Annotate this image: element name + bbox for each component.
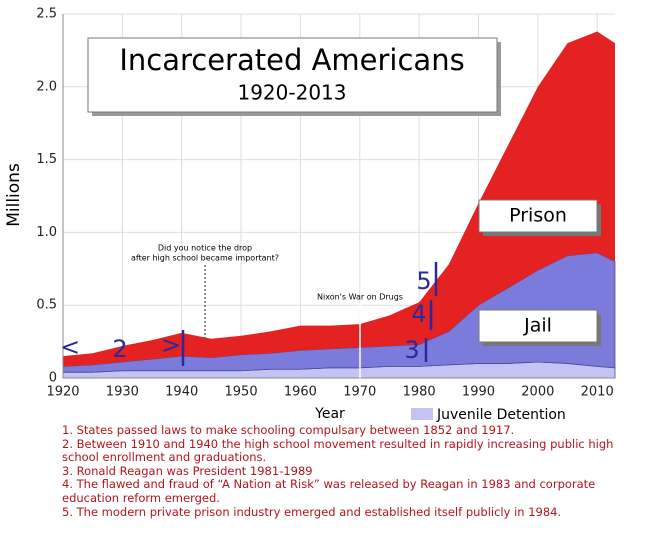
y-tick-label: 2.5 <box>36 7 57 22</box>
x-tick-label: 1980 <box>403 385 436 400</box>
note: 3. Ronald Reagan was President 1981-1989 <box>62 463 313 478</box>
x-axis-label: Year <box>314 406 345 422</box>
note: 1. States passed laws to make schooling … <box>62 423 515 437</box>
label-box <box>478 309 598 343</box>
marker: 3 <box>404 336 419 364</box>
x-tick-label: 1930 <box>106 385 139 400</box>
y-tick-label: 1.5 <box>36 152 57 167</box>
marker: < <box>60 333 80 361</box>
y-tick-label: 0 <box>49 371 57 386</box>
legend-swatch <box>411 408 433 420</box>
note: 2. Between 1910 and 1940 the high school… <box>62 436 614 465</box>
x-tick-label: 2000 <box>521 385 554 400</box>
chart-subtitle: 1920-2013 <box>237 81 346 105</box>
note: 4. The flawed and fraud of “A Nation at … <box>62 477 596 505</box>
x-tick-label: 1990 <box>462 385 495 400</box>
y-tick-label: 1.0 <box>36 225 57 240</box>
chart-title: Incarcerated Americans <box>119 43 464 77</box>
note: 5. The modern private prison industry em… <box>62 504 562 519</box>
label-box <box>478 199 598 233</box>
x-tick-label: 2010 <box>581 385 614 400</box>
annotation: Did you notice the drop <box>158 244 252 253</box>
marker: 4 <box>411 300 426 328</box>
title-box <box>87 37 498 113</box>
marker: 2 <box>112 335 127 363</box>
area <box>62 252 616 373</box>
legend-label: Juvenile Detention <box>436 407 566 423</box>
x-tick-label: 1940 <box>165 385 198 400</box>
area <box>63 31 615 367</box>
chart: 0 0.5 1.0 1.5 2.0 2.5 1920 1930 1940 1950 1960 1970… <box>4 7 616 423</box>
annotation: after high school became important? <box>131 254 279 263</box>
y-axis-label: Millions <box>4 163 24 227</box>
y-tick-label: 2.0 <box>36 79 57 94</box>
notes: 1. States passed laws to make schooling … <box>62 423 632 519</box>
marker: > <box>161 331 181 359</box>
y-tick-label: 0.5 <box>36 298 57 313</box>
x-tick-label: 1920 <box>46 385 79 400</box>
x-tick-label: 1950 <box>225 385 258 400</box>
x-tick-label: 1970 <box>343 385 376 400</box>
series-label: Jail <box>523 315 552 337</box>
series-label: Prison <box>509 205 567 227</box>
annotation: Nixon's War on Drugs <box>317 293 403 302</box>
marker: 5 <box>416 267 431 295</box>
x-tick-label: 1960 <box>284 385 317 400</box>
